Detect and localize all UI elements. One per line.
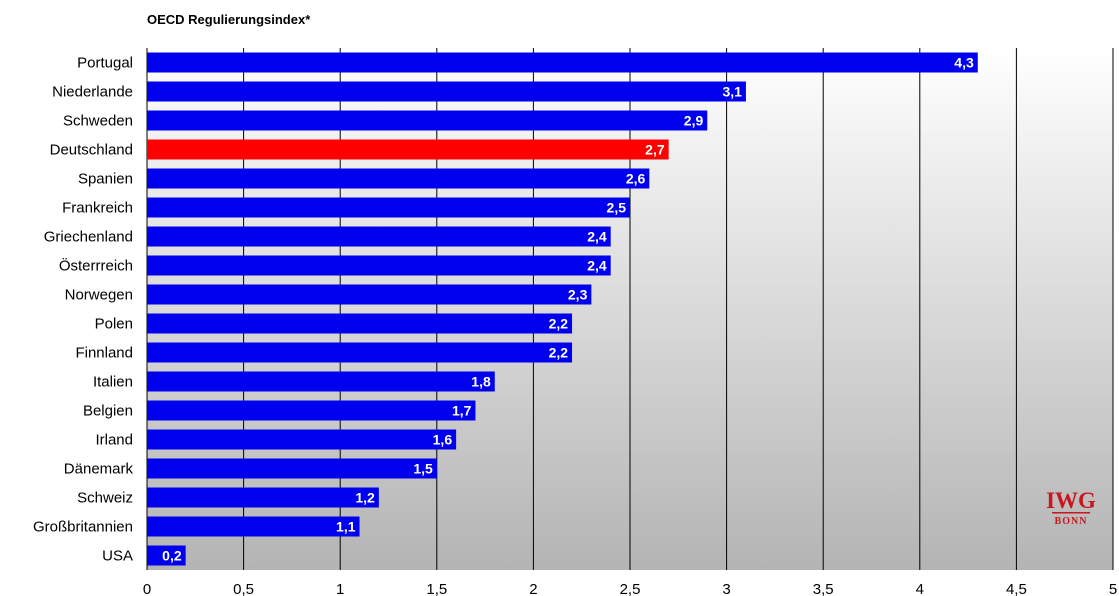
category-label: Deutschland [50, 142, 133, 159]
x-tick-label: 1,5 [426, 581, 447, 596]
x-tick-label: 3,5 [813, 581, 834, 596]
category-label: Polen [95, 316, 133, 333]
logo-bottom-text: BONN [1055, 516, 1088, 527]
x-tick-label: 2,5 [620, 581, 641, 596]
category-label: Spanien [78, 171, 133, 188]
bar [147, 313, 573, 334]
category-label: USA [102, 548, 133, 565]
category-label: Großbritannien [33, 519, 133, 536]
category-label: Österrreich [59, 257, 133, 275]
category-label: Dänemark [64, 461, 134, 478]
bar [147, 371, 495, 392]
value-label: 2,2 [549, 345, 569, 361]
category-label: Frankreich [62, 200, 133, 217]
value-label: 2,7 [645, 142, 665, 158]
logo-top-text: IWG [1046, 488, 1096, 513]
bar [147, 487, 379, 508]
value-label: 2,5 [607, 200, 627, 216]
bar [147, 81, 746, 102]
bar [147, 284, 592, 305]
category-label: Schweden [63, 113, 133, 130]
value-label: 2,3 [568, 287, 588, 303]
bar [147, 516, 360, 537]
x-tick-labels: 0 0,5 1 1,5 2 2,5 3 3,5 4 4,5 5 [143, 581, 1117, 596]
x-tick-label: 4,5 [1006, 581, 1027, 596]
bar [147, 342, 573, 363]
iwg-bonn-logo: IWG BONN [1046, 488, 1096, 527]
x-tick-label: 1 [336, 581, 344, 596]
value-label: 1,8 [471, 374, 491, 390]
value-label: 1,7 [452, 403, 472, 419]
value-label: 2,2 [549, 316, 569, 332]
x-tick-label: 3 [722, 581, 730, 596]
bar [147, 226, 611, 247]
x-tick-label: 0 [143, 581, 151, 596]
category-label: Norwegen [65, 287, 133, 304]
category-label: Portugal [77, 55, 133, 72]
bar [147, 52, 978, 73]
value-label: 1,2 [355, 490, 375, 506]
bar [147, 168, 650, 189]
bars: 4,33,12,92,72,62,52,42,42,32,22,21,81,71… [147, 52, 978, 566]
category-label: Italien [93, 374, 133, 391]
bar [147, 110, 708, 131]
bar [147, 139, 669, 160]
category-label: Schweiz [77, 490, 133, 507]
value-label: 2,6 [626, 171, 646, 187]
bar [147, 429, 457, 450]
x-tick-label: 0,5 [233, 581, 254, 596]
bar [147, 545, 186, 566]
category-label: Finnland [75, 345, 133, 362]
gridlines [146, 48, 1114, 570]
x-tick-label: 5 [1109, 581, 1117, 596]
value-label: 2,4 [587, 258, 607, 274]
value-label: 2,9 [684, 113, 704, 129]
chart-title: OECD Regulierungsindex* [147, 12, 311, 27]
category-labels: Portugal Niederlande Schweden Deutschland Sp… [33, 55, 134, 565]
x-tick-label: 2 [529, 581, 537, 596]
bar [147, 255, 611, 276]
category-label: Belgien [83, 403, 133, 420]
value-label: 2,4 [587, 229, 607, 245]
category-label: Niederlande [52, 84, 133, 101]
x-tick-label: 4 [916, 581, 924, 596]
value-label: 1,5 [413, 461, 433, 477]
value-label: 0,2 [162, 548, 182, 564]
value-label: 1,6 [433, 432, 453, 448]
category-label: Griechenland [44, 229, 133, 246]
value-label: 3,1 [722, 84, 742, 100]
bar [147, 197, 630, 218]
bar [147, 458, 437, 479]
value-label: 4,3 [954, 55, 974, 71]
value-label: 1,1 [336, 519, 356, 535]
category-label: Irland [95, 432, 133, 449]
bar [147, 400, 476, 421]
